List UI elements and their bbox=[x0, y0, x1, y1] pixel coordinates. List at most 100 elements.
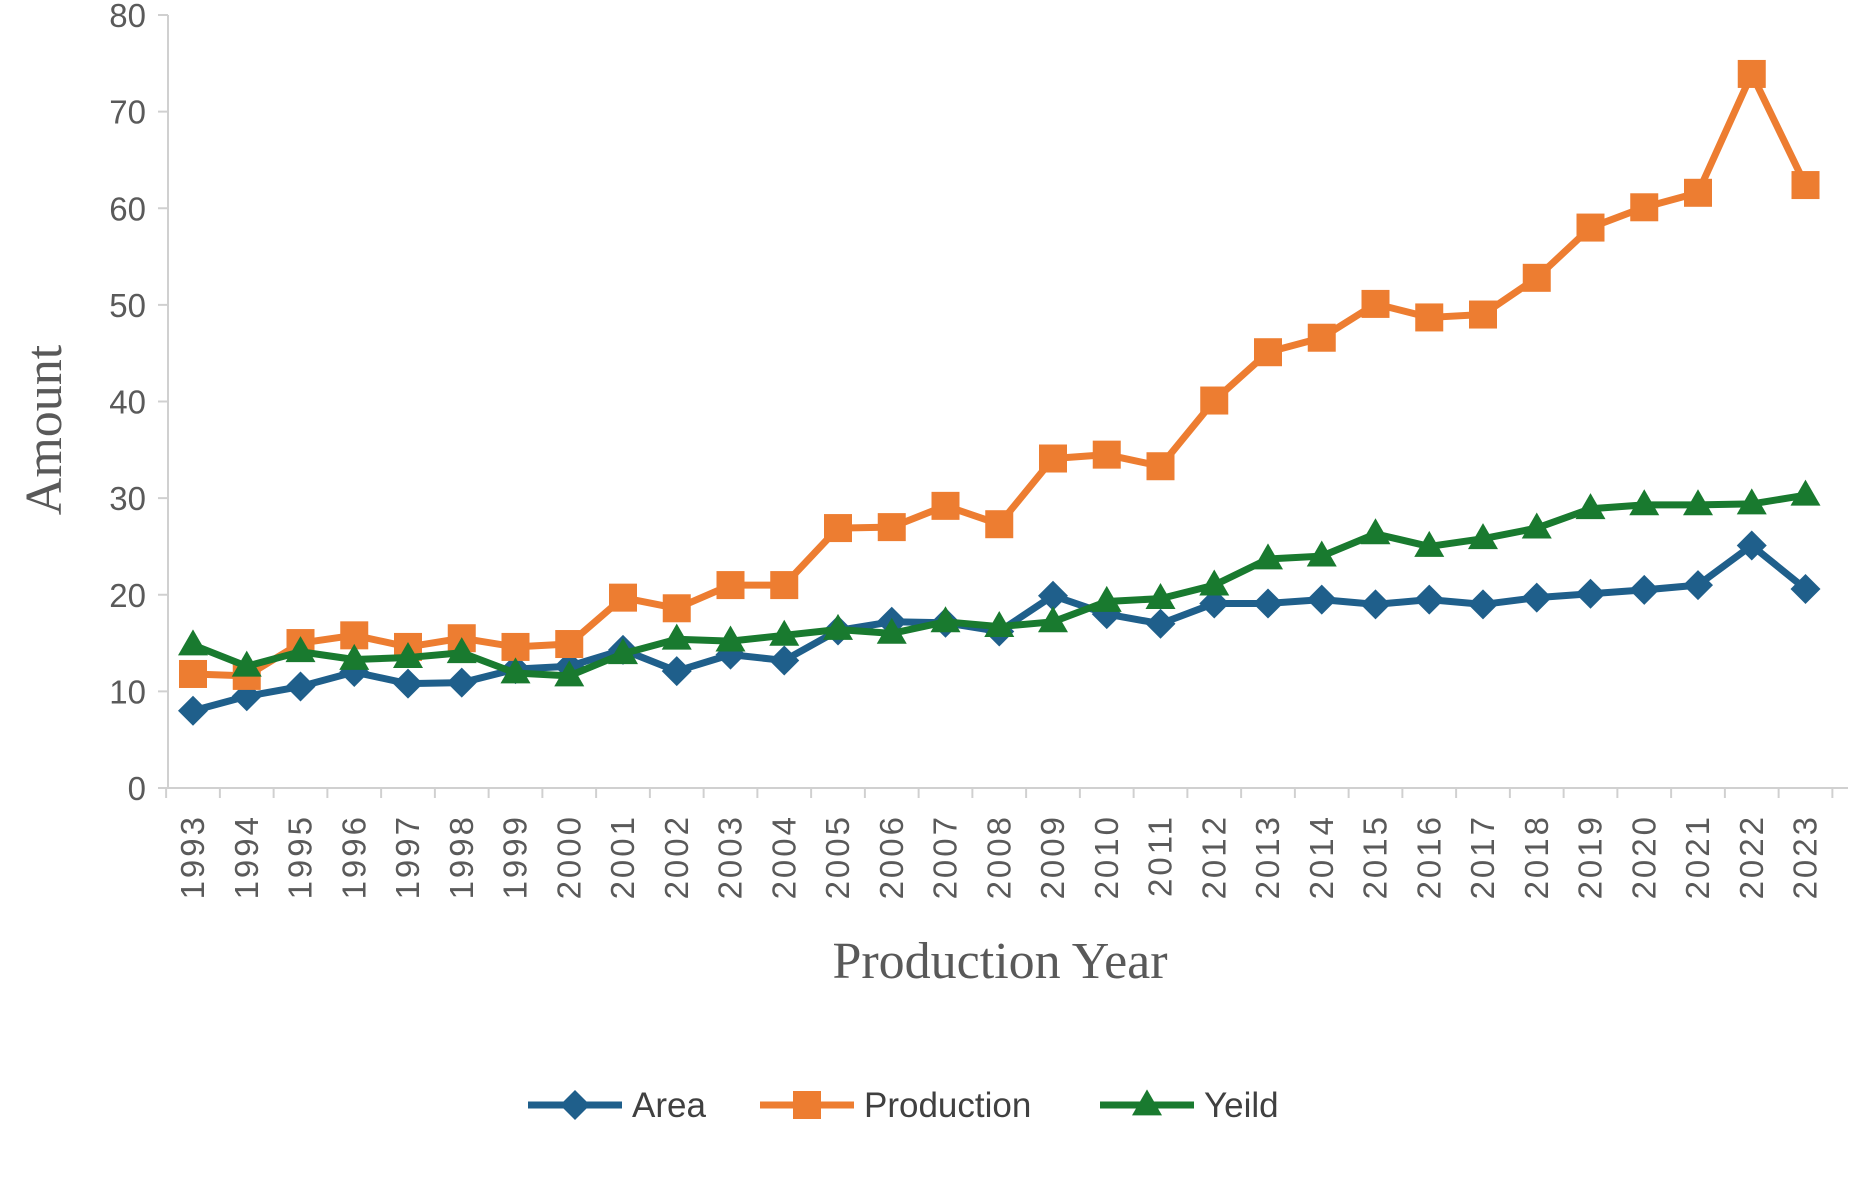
point-area bbox=[178, 695, 208, 726]
point-yeild bbox=[1521, 512, 1552, 539]
point-production bbox=[877, 513, 906, 542]
point-yeild bbox=[285, 636, 316, 663]
x-tick-label: 2019 bbox=[1572, 814, 1609, 899]
legend-label-yeild: Yeild bbox=[1204, 1086, 1279, 1125]
x-tick-label: 2000 bbox=[550, 814, 587, 899]
point-yeild bbox=[1575, 493, 1606, 520]
point-yeild bbox=[1091, 585, 1122, 612]
x-tick-label: 2003 bbox=[712, 814, 749, 899]
point-production bbox=[1522, 263, 1551, 292]
x-tick-label: 1995 bbox=[282, 814, 319, 899]
x-tick-label: 2018 bbox=[1518, 814, 1555, 899]
point-area bbox=[1199, 588, 1230, 619]
point-yeild bbox=[661, 623, 692, 650]
point-production bbox=[1630, 193, 1659, 222]
x-axis-title: Production Year bbox=[832, 933, 1167, 990]
x-tick-label: 1998 bbox=[443, 814, 480, 899]
point-production bbox=[1469, 300, 1497, 329]
y-axis-ticks: 0 10 20 30 40 50 60 70 80 bbox=[109, 0, 168, 807]
point-area bbox=[1575, 578, 1606, 609]
legend-item-area: Area bbox=[528, 1086, 706, 1125]
point-production bbox=[1415, 303, 1444, 332]
x-tick-label: 2016 bbox=[1410, 814, 1447, 899]
point-production bbox=[1791, 171, 1820, 200]
point-area bbox=[285, 671, 316, 702]
x-tick-label: 1993 bbox=[174, 814, 211, 899]
x-tick-label: 2017 bbox=[1464, 814, 1501, 899]
point-production bbox=[1307, 323, 1336, 352]
point-production bbox=[1039, 444, 1067, 473]
point-yeild bbox=[1414, 530, 1445, 557]
point-area bbox=[1468, 589, 1498, 620]
point-yeild bbox=[984, 611, 1015, 638]
point-yeild bbox=[1683, 489, 1713, 516]
point-yeild bbox=[769, 619, 800, 646]
point-area bbox=[1736, 530, 1767, 561]
x-tick-label: 2022 bbox=[1733, 814, 1770, 899]
legend-marker-production bbox=[793, 1091, 821, 1119]
point-yeild bbox=[446, 637, 477, 664]
point-yeild bbox=[1199, 569, 1230, 596]
x-tick-label: 2004 bbox=[765, 814, 802, 899]
point-production bbox=[501, 632, 530, 661]
x-tick-label: 2021 bbox=[1679, 814, 1716, 899]
point-area bbox=[1683, 570, 1713, 601]
x-tick-label: 1997 bbox=[389, 814, 426, 899]
point-yeild bbox=[876, 617, 907, 644]
point-yeild bbox=[500, 657, 531, 684]
point-production bbox=[931, 491, 960, 520]
y-axis-title: Amount bbox=[16, 344, 73, 515]
legend-label-area: Area bbox=[632, 1086, 706, 1125]
point-yeild bbox=[1253, 543, 1283, 570]
y-tick-label: 0 bbox=[128, 770, 146, 807]
x-tick-label: 2020 bbox=[1625, 814, 1662, 899]
point-production bbox=[716, 571, 745, 600]
point-yeild bbox=[1306, 540, 1337, 567]
point-area bbox=[446, 667, 477, 698]
legend-marker-yeild bbox=[1132, 1089, 1162, 1116]
x-tick-label: 2002 bbox=[658, 814, 695, 899]
x-tick-label: 2015 bbox=[1357, 814, 1394, 899]
point-yeild bbox=[1736, 488, 1767, 515]
point-yeild bbox=[823, 613, 853, 640]
point-area bbox=[1414, 584, 1445, 615]
y-tick-label: 40 bbox=[109, 384, 146, 421]
point-production bbox=[1361, 289, 1390, 318]
point-area bbox=[1629, 574, 1660, 605]
x-tick-label: 2001 bbox=[604, 814, 641, 899]
point-production bbox=[662, 594, 691, 623]
y-tick-label: 60 bbox=[109, 190, 146, 227]
x-tick-label: 2008 bbox=[980, 814, 1017, 899]
point-yeild bbox=[393, 641, 423, 668]
legend: Area Production Yeild bbox=[528, 1086, 1279, 1125]
point-yeild bbox=[1360, 518, 1391, 545]
point-yeild bbox=[1468, 523, 1498, 550]
x-tick-label: 2009 bbox=[1034, 814, 1071, 899]
point-area bbox=[769, 645, 800, 676]
point-production bbox=[1576, 213, 1605, 242]
x-tick-label: 2014 bbox=[1303, 814, 1340, 899]
point-production bbox=[1200, 386, 1229, 415]
point-production bbox=[1737, 59, 1766, 88]
x-tick-label: 2006 bbox=[873, 814, 910, 899]
point-yeild bbox=[1145, 583, 1176, 610]
point-area bbox=[1360, 589, 1391, 620]
y-tick-label: 30 bbox=[109, 480, 146, 517]
x-tick-label: 2010 bbox=[1088, 814, 1125, 899]
point-yeild bbox=[178, 629, 208, 656]
x-tick-label: 2007 bbox=[927, 814, 964, 899]
point-production bbox=[985, 510, 1014, 539]
point-yeild bbox=[339, 643, 370, 670]
x-tick-label: 2023 bbox=[1787, 814, 1824, 899]
point-area bbox=[1038, 580, 1068, 611]
point-yeild bbox=[1790, 479, 1821, 506]
point-area bbox=[661, 656, 692, 687]
legend-item-yeild: Yeild bbox=[1100, 1086, 1279, 1125]
point-production bbox=[770, 571, 799, 600]
series-yeild bbox=[178, 479, 1821, 687]
point-production bbox=[1254, 338, 1282, 367]
point-production bbox=[824, 514, 852, 543]
point-production bbox=[609, 583, 637, 612]
point-yeild bbox=[608, 638, 638, 665]
